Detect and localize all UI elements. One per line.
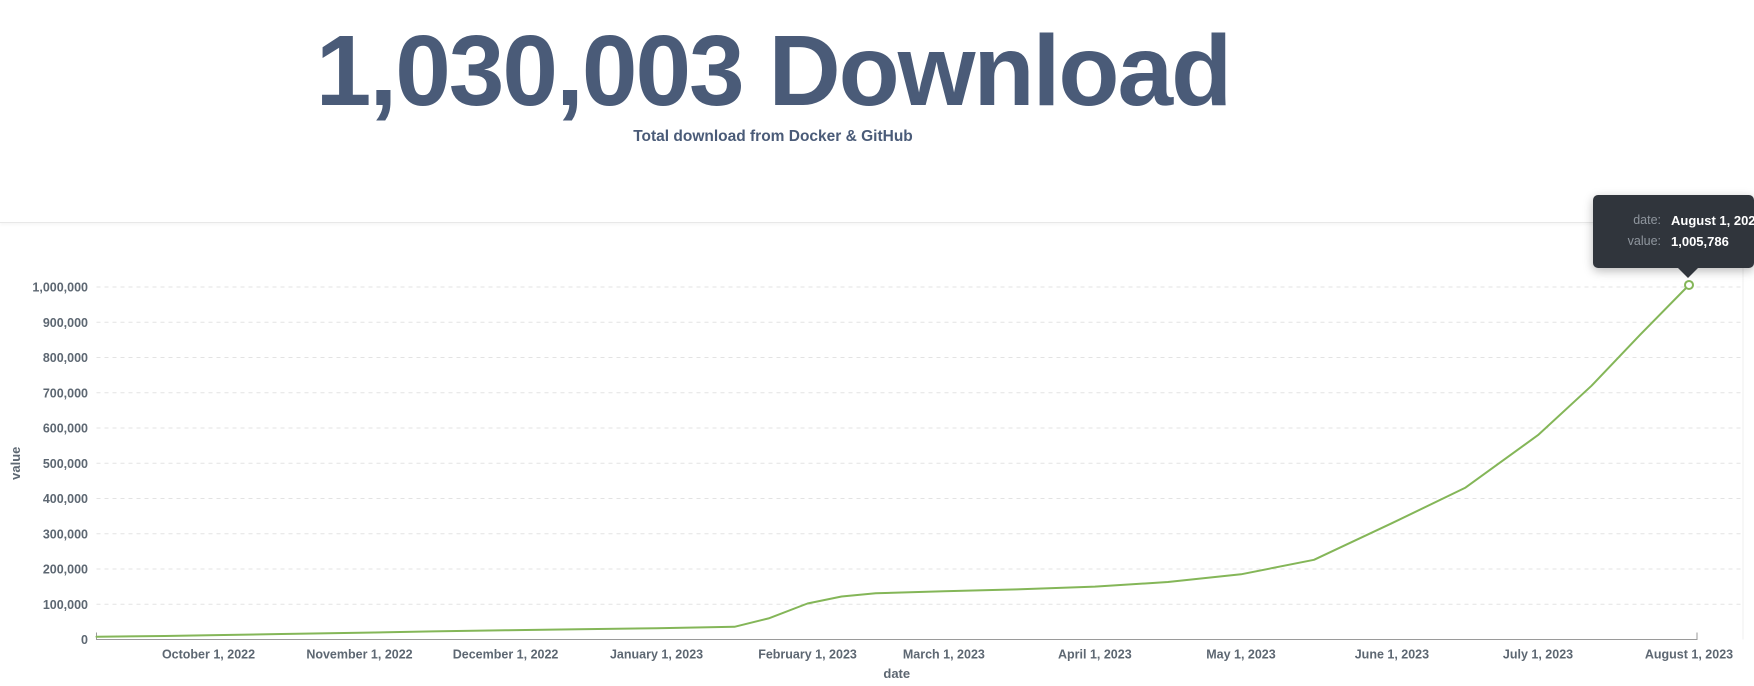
tooltip-date-value: August 1, 2023 (1671, 213, 1754, 228)
x-axis-tick-label: December 1, 2022 (453, 648, 559, 662)
line-chart[interactable]: 0 100,000 200,000 300,000 400,000 500,000 600,… (0, 222, 1754, 686)
header-content: 1,030,003 Download Total download from D… (0, 0, 1546, 146)
y-axis-tick-label: 500,000 (43, 457, 88, 471)
x-axis-tick-label: July 1, 2023 (1503, 648, 1573, 662)
y-axis-tick-label: 100,000 (43, 598, 88, 612)
y-axis-tick-label: 300,000 (43, 527, 88, 541)
y-axis-tick-label: 1,000,000 (32, 281, 88, 295)
tooltip-value-label: value: (1627, 234, 1661, 248)
y-axis-tick-label: 400,000 (43, 492, 88, 506)
page-subtitle: Total download from Docker & GitHub (633, 128, 913, 145)
data-point-marker[interactable] (1684, 279, 1694, 290)
tooltip-date-label: date: (1633, 213, 1661, 227)
y-axis-title: value (8, 447, 23, 480)
y-axis-tick-label: 800,000 (43, 351, 88, 365)
tooltip-value-value: 1,005,786 (1671, 234, 1729, 249)
x-axis-title: date (883, 666, 910, 681)
y-axis-tick-label: 0 (81, 633, 88, 647)
x-axis-tick-label: February 1, 2023 (758, 648, 857, 662)
y-axis-tick-label: 700,000 (43, 386, 88, 400)
tooltip-caret-icon (1677, 267, 1699, 278)
x-axis-tick-label: May 1, 2023 (1206, 648, 1276, 662)
x-axis-tick-label: June 1, 2023 (1355, 648, 1429, 662)
x-axis-tick-label: August 1, 2023 (1645, 648, 1733, 662)
x-axis-tick-label: March 1, 2023 (903, 648, 985, 662)
tooltip: date: August 1, 2023 value: 1,005,786 (1593, 195, 1754, 278)
x-axis-tick-label: October 1, 2022 (162, 648, 255, 662)
x-axis-tick-label: January 1, 2023 (610, 648, 703, 662)
x-axis-tick-label: April 1, 2023 (1058, 648, 1132, 662)
page-title: 1,030,003 Download (315, 15, 1232, 127)
header: 1,030,003 Download Total download from D… (0, 0, 1754, 223)
x-axis-tick-label: November 1, 2022 (306, 648, 412, 662)
y-axis-tick-label: 900,000 (43, 316, 88, 330)
y-axis-tick-label: 200,000 (43, 563, 88, 577)
series-line (95, 284, 1690, 638)
y-axis-tick-label: 600,000 (43, 422, 88, 436)
